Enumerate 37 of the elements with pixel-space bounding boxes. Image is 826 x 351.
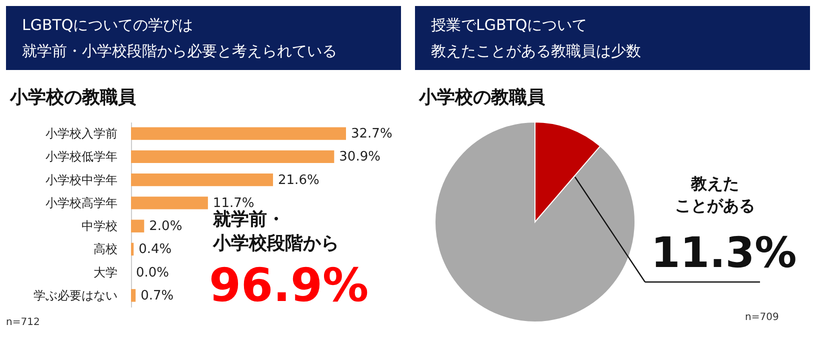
chart-subtitle: 教えたことがある教職員は少数 xyxy=(431,42,641,60)
data-label: 0.0% xyxy=(136,265,170,280)
data-label: 11.3% xyxy=(651,228,797,277)
chart-title: LGBTQについての学びは xyxy=(22,16,194,34)
y-tick-label: 小学校中学年 xyxy=(46,172,118,187)
bar xyxy=(131,196,208,210)
y-tick-label: 小学校低学年 xyxy=(46,150,118,164)
y-tick-label: 大学 xyxy=(94,265,118,280)
annotation: 小学校段階から xyxy=(212,233,339,254)
data-label: 0.7% xyxy=(140,288,174,304)
text: n=709 xyxy=(745,312,779,323)
bar xyxy=(131,242,134,256)
annotation: 就学前・ xyxy=(212,209,285,230)
bar xyxy=(131,150,334,164)
annotation: 96.9% xyxy=(209,258,369,312)
y-tick-label: 高校 xyxy=(94,242,118,256)
data-label: 11.7% xyxy=(212,196,254,211)
bar xyxy=(131,289,136,302)
bar xyxy=(131,127,346,140)
y-tick-label: 小学校入学前 xyxy=(46,126,118,141)
bar xyxy=(131,173,274,186)
chart-subtitle: 就学前・小学校段階から必要と考えられている xyxy=(22,42,337,60)
text: n=712 xyxy=(6,317,40,328)
pie-slice xyxy=(434,122,636,322)
data-label: 2.0% xyxy=(149,219,182,234)
data-label: 32.7% xyxy=(351,126,392,142)
data-label: 0.4% xyxy=(138,242,172,258)
slice-label: 教えたことがある xyxy=(675,174,755,215)
text: 小学校の教職員 xyxy=(418,87,546,108)
bar xyxy=(131,220,144,232)
data-label: 21.6% xyxy=(278,172,320,188)
chart-title: 授業でLGBTQについて xyxy=(431,16,588,34)
y-tick-label: 小学校高学年 xyxy=(46,196,118,210)
y-tick-label: 学ぶ必要はない xyxy=(34,288,118,302)
y-tick-label: 中学校 xyxy=(82,219,118,234)
text: 小学校の教職員 xyxy=(9,87,137,108)
data-label: 30.9% xyxy=(339,150,380,165)
